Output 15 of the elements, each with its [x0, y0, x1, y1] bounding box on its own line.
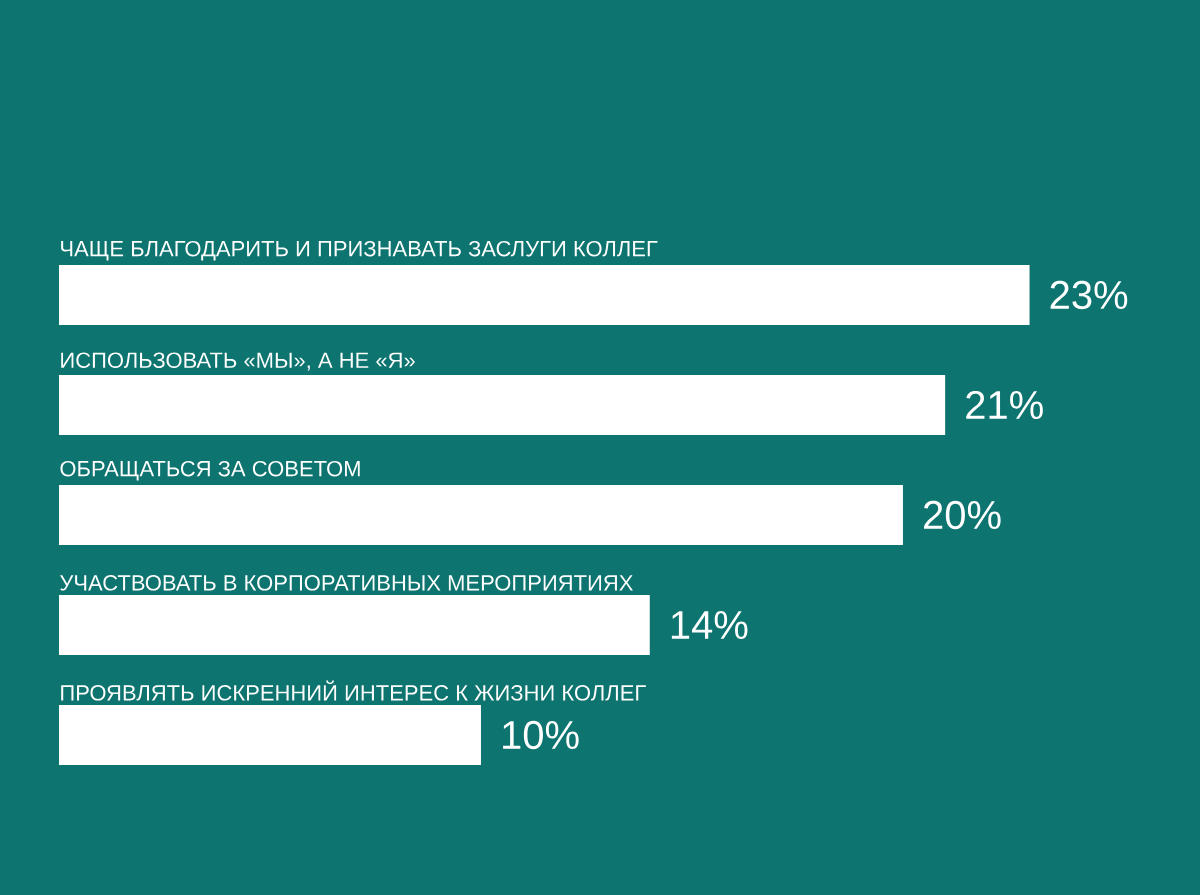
- bar: [59, 485, 903, 545]
- data-label: 10%: [503, 720, 579, 750]
- y-tick-label: ЧАЩЕ БЛАГОДАРИТЬ И ПРИЗНАВАТЬ ЗАСЛУГИ КОЛЛЕГ: [61, 240, 658, 261]
- data-label: 21%: [966, 390, 1043, 420]
- y-tick-label: ПРОЯВЛЯТЬ ИСКРЕННИЙ ИНТЕРЕС К ЖИЗНИ КОЛЛЕГ: [61, 680, 646, 701]
- data-label: 14%: [671, 611, 748, 639]
- data-label: 23%: [1050, 280, 1128, 310]
- y-tick-label: ОБРАЩАТЬСЯ ЗА СОВЕТОМ: [60, 460, 360, 481]
- bar: [59, 595, 650, 655]
- y-tick-label: ИСПОЛЬЗОВАТЬ «МЫ», А НЕ «Я»: [61, 352, 415, 371]
- bar: [59, 375, 946, 436]
- bar: [59, 265, 1030, 326]
- bar: [59, 705, 481, 765]
- y-tick-label: УЧАСТВОВАТЬ В КОРПОРАТИВНЫХ МЕРОПРИЯТИЯХ: [60, 575, 633, 591]
- data-label: 20%: [924, 500, 1001, 530]
